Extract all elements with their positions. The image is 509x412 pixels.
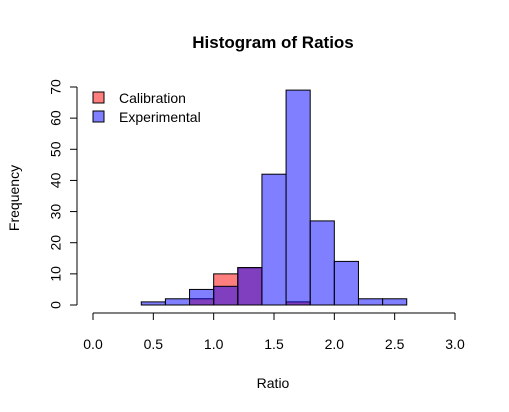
y-tick-label-7: 70 bbox=[48, 79, 64, 95]
x-tick-label-1: 0.5 bbox=[144, 336, 164, 352]
legend: Calibration Experimental bbox=[92, 90, 201, 125]
bar-experimental-10 bbox=[382, 298, 408, 306]
x-tick-label-2: 1.0 bbox=[204, 336, 224, 352]
y-tick-label-2: 20 bbox=[48, 235, 64, 251]
x-tick-label-4: 2.0 bbox=[325, 336, 345, 352]
chart-title: Histogram of Ratios bbox=[192, 33, 354, 52]
y-tick-label-1: 10 bbox=[48, 266, 64, 282]
bar-experimental-2 bbox=[189, 288, 215, 306]
bar-experimental-4 bbox=[237, 267, 263, 306]
bar-experimental-1 bbox=[164, 298, 191, 306]
x-tick-label-0: 0.0 bbox=[83, 336, 103, 352]
legend-swatch-calibration bbox=[92, 91, 105, 104]
x-tick-label-6: 3.0 bbox=[445, 336, 465, 352]
bar-experimental-8 bbox=[333, 260, 359, 306]
y-tick-label-5: 50 bbox=[48, 141, 64, 157]
y-axis-label: Frequency bbox=[6, 165, 22, 231]
x-tick-label-5: 2.5 bbox=[385, 336, 405, 352]
bar-experimental-3 bbox=[213, 285, 239, 306]
y-tick-label-6: 60 bbox=[48, 110, 64, 126]
bar-experimental-7 bbox=[309, 220, 335, 306]
x-tick-label-3: 1.5 bbox=[264, 336, 284, 352]
legend-label-calibration: Calibration bbox=[119, 90, 186, 106]
y-tick-label-3: 30 bbox=[48, 204, 64, 220]
bars-layer bbox=[140, 89, 408, 306]
y-tick-label-0: 0 bbox=[48, 301, 64, 309]
bar-experimental-5 bbox=[261, 173, 287, 306]
bar-experimental-6 bbox=[285, 89, 311, 306]
x-axis: 0.0 0.5 1.0 1.5 2.0 2.5 3.0 bbox=[83, 312, 465, 352]
bar-experimental-9 bbox=[357, 298, 384, 306]
bar-experimental-0 bbox=[140, 301, 166, 306]
legend-label-experimental: Experimental bbox=[119, 109, 201, 125]
y-tick-label-4: 40 bbox=[48, 172, 64, 188]
legend-swatch-experimental bbox=[92, 110, 105, 123]
x-axis-label: Ratio bbox=[257, 375, 290, 391]
y-axis: 0 10 20 30 40 50 60 70 bbox=[48, 79, 78, 309]
